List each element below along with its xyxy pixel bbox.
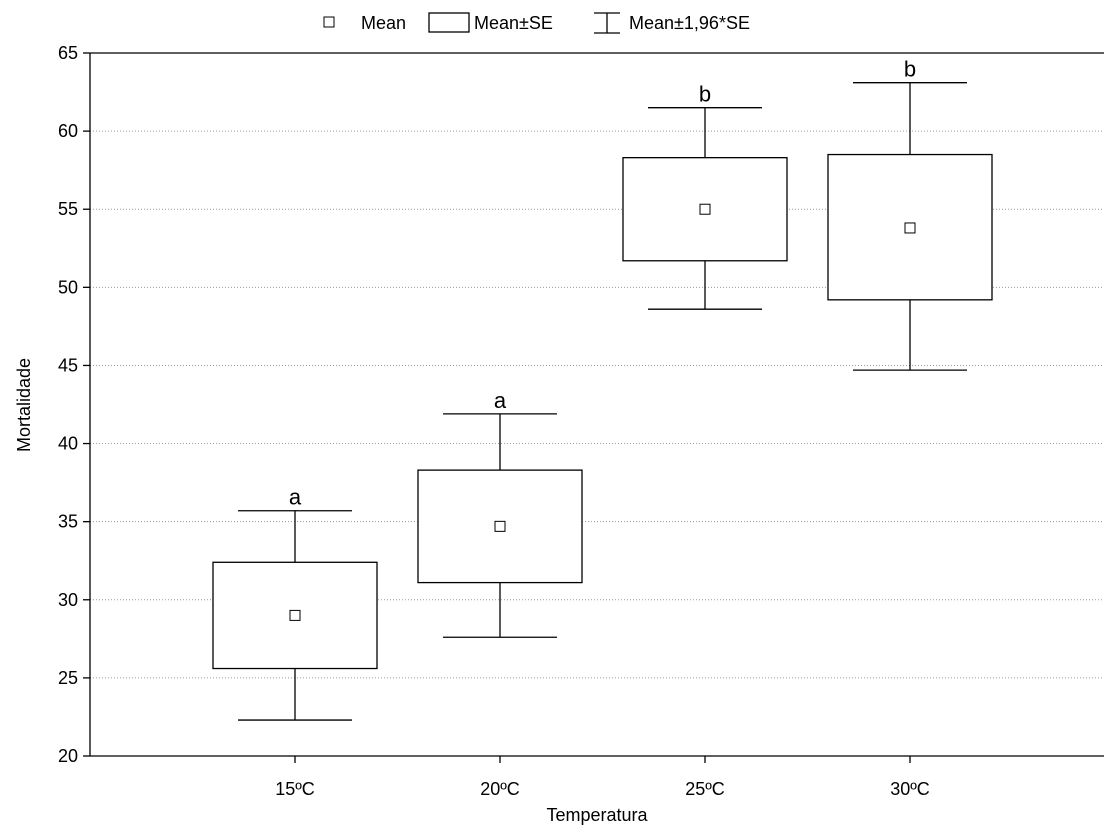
box-group: b — [622, 82, 788, 310]
legend-box-marker — [428, 12, 470, 33]
mean-marker — [289, 609, 301, 621]
group-letter: b — [699, 82, 711, 107]
x-axis-ticks: 15ºC 20ºC 25ºC 30ºC — [275, 756, 930, 799]
mean-marker — [699, 203, 711, 215]
y-tick-label: 65 — [58, 43, 78, 63]
y-axis-ticks: 20 25 30 35 40 45 50 55 60 65 — [58, 43, 90, 766]
box-group: a — [212, 485, 378, 721]
x-tick-label: 15ºC — [275, 779, 315, 799]
box-group: b — [827, 57, 993, 371]
mean-marker — [494, 520, 506, 532]
legend-whisker-marker — [594, 12, 620, 34]
y-tick-label: 30 — [58, 590, 78, 610]
x-tick-label: 25ºC — [685, 779, 725, 799]
y-tick-label: 20 — [58, 746, 78, 766]
legend-box-label: Mean±SE — [474, 13, 553, 33]
y-tick-label: 45 — [58, 355, 78, 375]
y-tick-label: 40 — [58, 434, 78, 454]
group-letter: b — [904, 57, 916, 82]
group-letter: a — [494, 388, 507, 413]
legend-mean-marker — [323, 16, 335, 28]
group-letter: a — [289, 485, 302, 510]
box-series: a a b b — [212, 57, 993, 721]
legend: Mean Mean±SE Mean±1,96*SE — [323, 12, 750, 34]
axes-frame — [89, 52, 1104, 757]
x-tick-label: 30ºC — [890, 779, 930, 799]
legend-whisker-label: Mean±1,96*SE — [629, 13, 750, 33]
x-tick-label: 20ºC — [480, 779, 520, 799]
mean-marker — [904, 222, 916, 234]
box-group: a — [417, 388, 583, 638]
y-tick-label: 25 — [58, 668, 78, 688]
legend-mean-label: Mean — [361, 13, 406, 33]
y-tick-label: 60 — [58, 121, 78, 141]
y-axis-title: Mortalidade — [14, 358, 34, 452]
x-axis-title: Temperatura — [546, 805, 648, 825]
y-tick-label: 50 — [58, 277, 78, 297]
y-tick-label: 55 — [58, 199, 78, 219]
y-tick-label: 35 — [58, 512, 78, 532]
